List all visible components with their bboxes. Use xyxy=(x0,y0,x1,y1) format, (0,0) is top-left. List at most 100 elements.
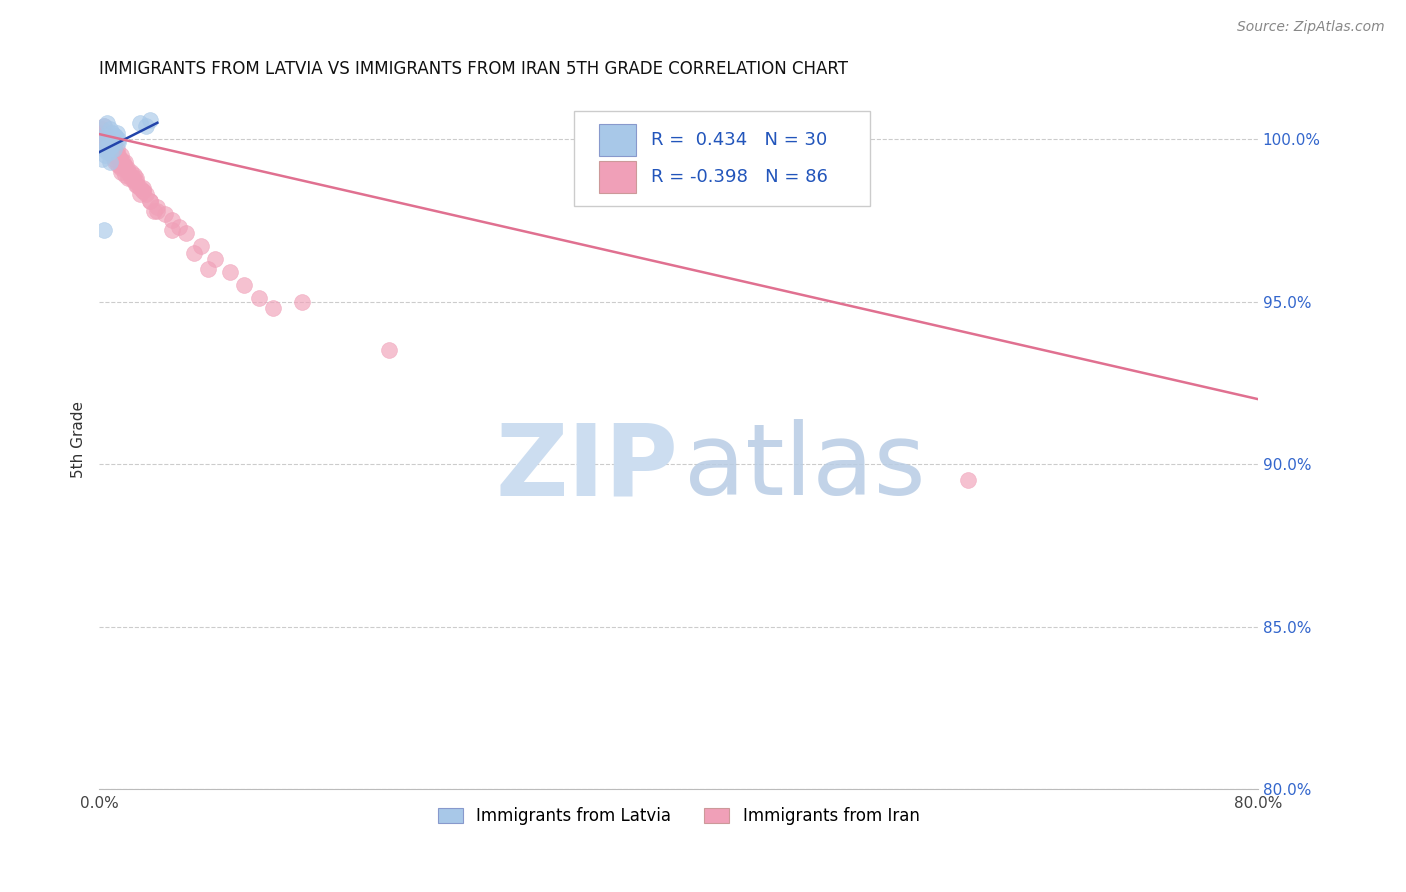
Point xyxy=(176,227,198,241)
Point xyxy=(110,148,132,162)
Point xyxy=(94,128,117,143)
Point xyxy=(111,154,134,169)
Point xyxy=(107,158,129,172)
Point xyxy=(129,181,152,195)
Point xyxy=(122,168,145,182)
Point xyxy=(117,164,139,178)
Point xyxy=(146,200,169,214)
Point xyxy=(94,128,117,143)
Point xyxy=(100,138,122,153)
Point xyxy=(204,252,226,267)
Point xyxy=(107,148,129,162)
Point xyxy=(103,145,125,159)
Text: R =  0.434   N = 30: R = 0.434 N = 30 xyxy=(651,131,827,149)
Point xyxy=(957,474,980,488)
Point xyxy=(93,223,115,237)
Point xyxy=(98,136,121,150)
Point xyxy=(108,152,131,166)
Point xyxy=(91,122,114,136)
Point xyxy=(233,278,256,293)
Text: R = -0.398   N = 86: R = -0.398 N = 86 xyxy=(651,168,828,186)
Point xyxy=(125,178,148,192)
Point xyxy=(160,223,183,237)
Point xyxy=(103,142,125,156)
Point xyxy=(115,161,138,176)
Point xyxy=(98,145,121,159)
Point xyxy=(110,161,132,176)
Point xyxy=(97,132,120,146)
Point xyxy=(114,154,136,169)
Point xyxy=(117,171,139,186)
Point xyxy=(143,203,166,218)
Text: ZIP: ZIP xyxy=(496,419,679,516)
Point xyxy=(117,164,139,178)
Point xyxy=(291,294,314,309)
Point xyxy=(146,203,169,218)
Point xyxy=(94,126,117,140)
Point xyxy=(98,122,121,136)
Point xyxy=(93,142,115,156)
Point xyxy=(114,161,136,176)
Text: IMMIGRANTS FROM LATVIA VS IMMIGRANTS FROM IRAN 5TH GRADE CORRELATION CHART: IMMIGRANTS FROM LATVIA VS IMMIGRANTS FRO… xyxy=(100,60,848,78)
Point xyxy=(197,262,219,277)
Point xyxy=(122,174,145,188)
Text: Source: ZipAtlas.com: Source: ZipAtlas.com xyxy=(1237,20,1385,34)
Point xyxy=(218,265,240,279)
Y-axis label: 5th Grade: 5th Grade xyxy=(72,401,86,478)
Point xyxy=(139,112,162,127)
Text: atlas: atlas xyxy=(685,419,927,516)
Point xyxy=(93,132,115,146)
Point xyxy=(124,178,146,192)
FancyBboxPatch shape xyxy=(599,161,636,193)
Point xyxy=(108,158,131,172)
Point xyxy=(105,142,128,156)
Point xyxy=(153,207,176,221)
Point xyxy=(103,136,125,150)
Point xyxy=(98,145,121,159)
FancyBboxPatch shape xyxy=(575,112,870,205)
Point xyxy=(378,343,401,358)
Point xyxy=(135,187,157,202)
Point xyxy=(129,187,152,202)
Point xyxy=(190,239,212,253)
Point xyxy=(100,142,122,156)
Point xyxy=(93,119,115,133)
Point xyxy=(104,128,127,143)
Point xyxy=(94,136,117,150)
Point xyxy=(97,136,120,150)
Point xyxy=(104,128,127,143)
Point xyxy=(96,138,118,153)
Point xyxy=(139,194,162,208)
Point xyxy=(105,126,128,140)
Point xyxy=(93,119,115,133)
Point xyxy=(111,158,134,172)
Point xyxy=(118,168,141,182)
Point xyxy=(167,219,190,234)
Point xyxy=(98,154,121,169)
Point xyxy=(114,161,136,176)
Point xyxy=(96,145,118,159)
Point xyxy=(120,164,142,178)
Point xyxy=(101,142,124,156)
Point xyxy=(103,138,125,153)
Point xyxy=(101,126,124,140)
Point xyxy=(160,213,183,227)
Point xyxy=(135,119,157,133)
Point xyxy=(132,184,155,198)
Point xyxy=(120,171,142,186)
Point xyxy=(105,148,128,162)
Point xyxy=(183,245,205,260)
Point xyxy=(98,145,121,159)
Point xyxy=(91,136,114,150)
FancyBboxPatch shape xyxy=(599,124,636,156)
Point xyxy=(108,152,131,166)
Point xyxy=(96,142,118,156)
Point xyxy=(96,138,118,153)
Point xyxy=(100,138,122,153)
Point xyxy=(101,148,124,162)
Point xyxy=(104,154,127,169)
Point xyxy=(96,116,118,130)
Point xyxy=(124,174,146,188)
Point xyxy=(132,181,155,195)
Point xyxy=(107,132,129,146)
